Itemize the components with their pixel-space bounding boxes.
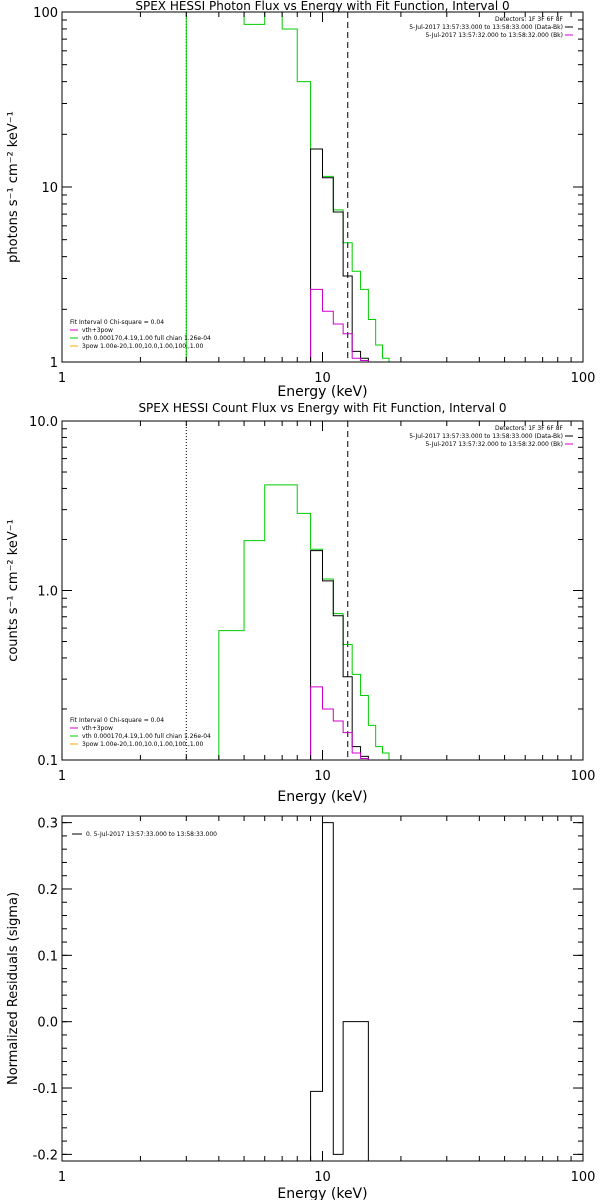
y-tick-label: 10.0 <box>29 415 58 430</box>
legend-entry-label: 3pow 1.00e-20,1.00,10.0,1.00,100.,1.00 <box>82 741 203 748</box>
y-axis-label: photons s⁻¹ cm⁻² keV⁻¹ <box>6 111 21 263</box>
series-2-line <box>310 288 369 362</box>
y-axis-label: Normalized Residuals (sigma) <box>6 892 21 1085</box>
x-tick-label: 10 <box>314 1170 331 1185</box>
y-tick-label: 10 <box>41 181 58 196</box>
legend-entry-label: vth+3pow <box>82 725 113 732</box>
legend-entry-label: vth 0.000170,4.19,1.00 full chian 1.26e-… <box>82 733 211 740</box>
y-axis-label: counts s⁻¹ cm⁻² keV⁻¹ <box>6 519 21 662</box>
x-tick-label: 1 <box>58 769 66 784</box>
legend-header: Fit Interval 0 Chi-square = 0.04 <box>70 717 164 724</box>
legend-entry-label: vth 0.000170,4.19,1.00 full chian 1.26e-… <box>82 335 211 342</box>
legend-entry-label: 5-Jul-2017 13:57:33.000 to 13:58:33.000 … <box>409 433 563 440</box>
series-group <box>185 484 390 760</box>
series-1-line <box>310 148 369 362</box>
series-group <box>185 12 390 362</box>
x-tick-label: 10 <box>314 769 331 784</box>
x-tick-label: 10 <box>314 371 331 386</box>
series-group <box>310 822 369 1161</box>
legend-header: Detectors: 1F 3F 6F 8F <box>495 16 564 23</box>
series-0-line <box>185 12 390 362</box>
panel-2: 1 10 100 -0.2 -0.1 0.0 0.1 0.2 0.3 Energy (keV) No… <box>6 815 596 1200</box>
panel-1: SPEX HESSI Count Flux vs Energy with Fit… <box>6 401 595 805</box>
x-tick-label: 1 <box>58 371 66 386</box>
legend-entry-label: 0. 5-Jul-2017 13:57:33.000 to 13:58:33.0… <box>86 831 217 838</box>
y-tick-label: -0.2 <box>33 1148 58 1163</box>
y-tick-label: 0.1 <box>37 949 58 964</box>
y-tick-label: 1 <box>50 356 58 371</box>
y-tick-label: 0.0 <box>37 1016 58 1031</box>
panels: SPEX HESSI Photon Flux vs Energy with Fi… <box>6 0 595 1200</box>
x-axis-label: Energy (keV) <box>277 384 367 400</box>
x-tick-label: 1 <box>58 1170 66 1185</box>
panel-0: SPEX HESSI Photon Flux vs Energy with Fi… <box>6 0 595 400</box>
series-1-line <box>310 550 369 760</box>
y-tick-label: 100 <box>33 6 58 21</box>
chart-title: SPEX HESSI Count Flux vs Energy with Fit… <box>138 401 506 415</box>
x-tick-label: 100 <box>571 769 596 784</box>
y-tick-label: 0.2 <box>37 883 58 898</box>
x-axis-label: Energy (keV) <box>277 1186 367 1200</box>
y-tick-label: -0.1 <box>33 1082 58 1097</box>
series-2-line <box>310 686 369 760</box>
chart-title: SPEX HESSI Photon Flux vs Energy with Fi… <box>135 0 509 13</box>
y-tick-label: 0.3 <box>37 817 58 832</box>
legend-header: Detectors: 1F 3F 6F 8F <box>495 425 564 432</box>
y-tick-label: 1.0 <box>37 585 58 600</box>
legend-entry-label: vth+3pow <box>82 327 113 334</box>
legend-entry-label: 5-Jul-2017 13:57:32.000 to 13:58:32.000 … <box>425 32 563 39</box>
legend-entry-label: 5-Jul-2017 13:57:33.000 to 13:58:33.000 … <box>409 24 563 31</box>
y-tick-label: 0.1 <box>37 754 58 769</box>
series-0-line <box>310 822 369 1161</box>
series-0-line <box>185 484 390 760</box>
x-axis-label: Energy (keV) <box>277 789 367 805</box>
legend-header: Fit Interval 0 Chi-square = 0.04 <box>70 319 164 326</box>
legend-entry-label: 5-Jul-2017 13:57:32.000 to 13:58:32.000 … <box>425 441 563 448</box>
x-tick-label: 100 <box>571 371 596 386</box>
legend-entry-label: 3pow 1.00e-20,1.00,10.0,1.00,100.,1.00 <box>82 343 203 350</box>
x-tick-label: 100 <box>571 1170 596 1185</box>
